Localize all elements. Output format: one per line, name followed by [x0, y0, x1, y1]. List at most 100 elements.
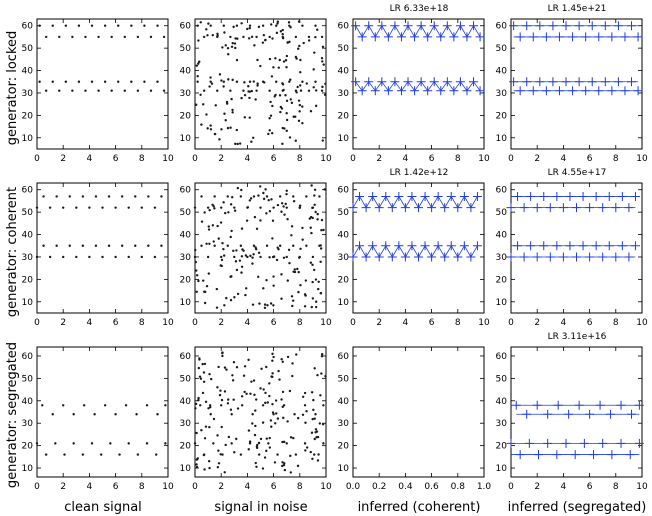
noise-point: [217, 462, 221, 465]
noise-point: [280, 107, 284, 110]
signal-point: [68, 195, 71, 198]
signal-point: [209, 24, 212, 27]
inferred-marker: [572, 252, 581, 262]
noise-point: [283, 468, 287, 472]
noise-point: [240, 188, 243, 192]
noise-point: [240, 265, 244, 269]
inferred-marker: [355, 191, 365, 201]
noise-point: [259, 387, 262, 390]
y-tick-label: 30: [22, 89, 34, 99]
noise-point: [288, 40, 291, 44]
signal-point: [278, 195, 282, 198]
noise-point: [209, 128, 213, 131]
x-tick-label: 0.6: [424, 482, 439, 492]
noise-point: [285, 99, 289, 103]
signal-point: [41, 404, 44, 407]
noise-point: [271, 402, 274, 406]
inferred-marker: [475, 86, 485, 96]
signal-point: [278, 244, 282, 247]
signal-point: [48, 206, 52, 209]
x-tick-label: 4: [245, 154, 251, 164]
x-tick-label: 10: [320, 318, 332, 328]
signal-point: [82, 404, 86, 407]
noise-point: [253, 393, 256, 397]
y-tick-label: 60: [180, 186, 192, 196]
noise-point: [203, 468, 206, 471]
inferred-stream-line: [355, 24, 481, 38]
noise-point: [310, 431, 314, 434]
noise-point: [220, 79, 223, 82]
inferred-marker: [396, 32, 406, 42]
noise-point: [195, 463, 198, 466]
noise-point: [314, 278, 318, 281]
noise-point: [314, 305, 318, 309]
inferred-marker: [357, 86, 367, 96]
signal-point: [216, 89, 219, 92]
noise-point: [235, 128, 239, 132]
noise-point: [233, 209, 237, 212]
noise-point: [284, 59, 288, 62]
signal-point: [51, 413, 54, 416]
noise-point: [298, 206, 301, 209]
noise-point: [313, 203, 316, 207]
x-tick-label: 4: [245, 318, 251, 328]
noise-point: [301, 105, 304, 108]
noise-point: [197, 279, 200, 283]
axes-frame: [36, 18, 169, 150]
noise-point: [223, 366, 227, 369]
inferred-marker: [543, 438, 553, 448]
inferred-marker: [554, 86, 564, 96]
signal-point: [259, 255, 262, 259]
inferred-marker: [509, 77, 519, 87]
axes-frame: [352, 346, 485, 478]
inferred-marker: [383, 86, 393, 96]
inferred-marker: [539, 241, 549, 251]
inferred-marker: [532, 203, 542, 213]
noise-point: [279, 110, 282, 114]
inferred-marker: [377, 77, 387, 87]
noise-point: [200, 220, 204, 223]
noise-point: [226, 126, 230, 130]
noise-point: [209, 76, 212, 79]
noise-point: [222, 254, 226, 257]
signal-point: [209, 413, 212, 416]
noise-point: [291, 374, 294, 378]
noise-point: [281, 440, 284, 444]
noise-point: [231, 196, 234, 199]
noise-point: [232, 398, 235, 401]
y-tick-label: 20: [496, 275, 508, 285]
noise-point: [196, 457, 200, 460]
x-tick-label: 10: [320, 154, 332, 164]
y-tick-label: 30: [338, 89, 350, 99]
noise-point: [320, 56, 324, 60]
x-tick-label: 2: [534, 154, 540, 164]
noise-point: [304, 421, 307, 424]
noise-point: [276, 417, 280, 420]
noise-point: [252, 136, 255, 139]
noise-point: [259, 437, 263, 441]
noise-point: [238, 142, 242, 145]
x-tick-label: 6: [429, 318, 435, 328]
col-label-clean: clean signal: [64, 500, 142, 515]
noise-point: [261, 467, 265, 470]
noise-point: [278, 378, 281, 381]
inferred-marker: [515, 86, 525, 96]
signal-point: [293, 413, 296, 416]
panel-r1c3: 0 2 4 6 8 10 10 20 30 40 50 60: [496, 182, 648, 328]
noise-point: [225, 100, 229, 104]
inferred-marker: [617, 241, 627, 251]
y-tick-label: 60: [496, 22, 508, 32]
y-tick-label: 10: [22, 298, 34, 308]
inferred-marker: [390, 77, 400, 87]
noise-point: [202, 380, 206, 384]
noise-point: [195, 274, 199, 277]
noise-point: [257, 275, 260, 279]
signal-point: [252, 244, 256, 247]
noise-point: [250, 35, 254, 39]
y-tick-label: 40: [496, 397, 508, 407]
noise-point: [261, 421, 265, 424]
noise-point: [323, 188, 326, 191]
noise-point: [269, 114, 273, 117]
panel-r1c0: 0 2 4 6 8 10 10 20 30 40 50 60: [22, 182, 174, 328]
inferred-marker: [598, 203, 608, 213]
